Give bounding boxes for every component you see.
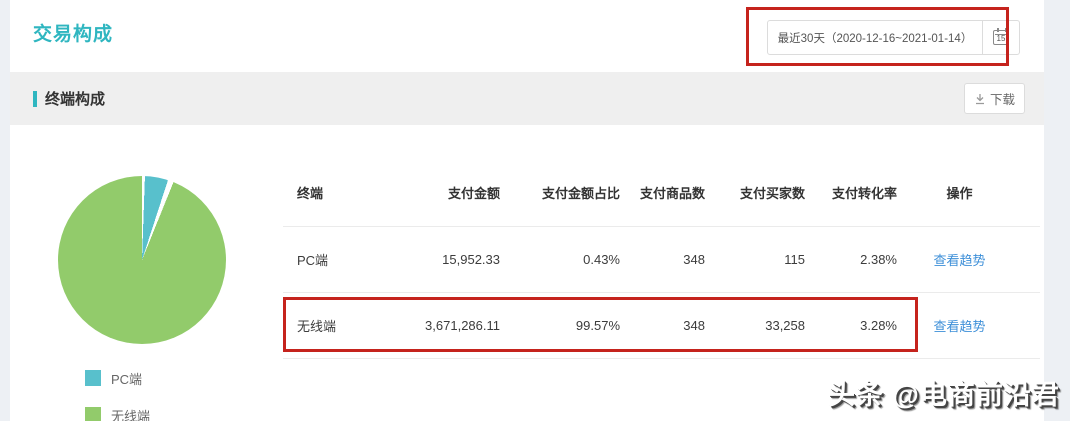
- date-range-picker[interactable]: 最近30天（2020-12-16~2021-01-14） 15: [767, 20, 1020, 55]
- cell-paid-buyers: 33,258: [765, 318, 805, 333]
- chart-legend: PC端 无线端: [85, 370, 150, 421]
- legend-label: PC端: [111, 371, 143, 387]
- cell-conversion-rate: 3.28%: [860, 318, 897, 333]
- column-header-payment-amount: 支付金额: [447, 186, 500, 201]
- cell-paid-items: 348: [683, 318, 705, 333]
- cell-paid-items: 348: [683, 252, 705, 267]
- cell-payment-amount-ratio: 99.57%: [575, 318, 620, 333]
- section-header: 终端构成 下载: [10, 72, 1044, 125]
- cell-payment-amount: 15,952.33: [442, 252, 500, 267]
- table-row-wireless: 无线端 3,671,286.11 99.57% 348 33,258 3.28%…: [283, 293, 1040, 359]
- download-icon: [975, 93, 984, 104]
- legend-swatch: [85, 407, 101, 421]
- cell-payment-amount-ratio: 0.43%: [583, 252, 620, 267]
- calendar-button[interactable]: 15: [982, 21, 1019, 54]
- main-panel: 交易构成 最近30天（2020-12-16~2021-01-14） 15 终端构…: [10, 0, 1044, 421]
- download-button-label: 下载: [989, 93, 1015, 107]
- header-bar: 交易构成 最近30天（2020-12-16~2021-01-14） 15: [10, 0, 1044, 72]
- legend-item-wireless[interactable]: 无线端: [85, 407, 150, 421]
- section-title-marker: [33, 90, 37, 107]
- column-header-conversion-rate: 支付转化率: [831, 186, 897, 201]
- column-header-payment-amount-ratio: 支付金额占比: [541, 186, 620, 201]
- page-title: 交易构成: [33, 24, 114, 45]
- section-title: 终端构成: [45, 91, 106, 108]
- calendar-day-number: 15: [996, 34, 1006, 43]
- legend-item-pc[interactable]: PC端: [85, 370, 150, 387]
- cell-terminal: PC端: [297, 253, 329, 268]
- legend-swatch: [85, 370, 101, 386]
- column-header-actions: 操作: [946, 186, 973, 201]
- watermark: 头条 @电商前沿君: [828, 380, 1060, 410]
- pie-chart: [58, 176, 226, 344]
- column-header-paid-items: 支付商品数: [639, 186, 705, 201]
- view-trend-link[interactable]: 查看趋势: [933, 253, 986, 268]
- column-header-paid-buyers: 支付买家数: [739, 186, 805, 201]
- date-range-label: 最近30天（2020-12-16~2021-01-14）: [777, 32, 973, 45]
- table-row-pc: PC端 15,952.33 0.43% 348 115 2.38% 查看趋势: [283, 227, 1040, 293]
- calendar-icon: 15: [993, 28, 1009, 45]
- cell-paid-buyers: 115: [784, 252, 805, 267]
- cell-terminal: 无线端: [297, 319, 337, 334]
- table-header-row: 终端 支付金额 支付金额占比 支付商品数 支付买家数 支付转化率 操作: [283, 125, 1040, 227]
- cell-payment-amount: 3,671,286.11: [425, 318, 500, 333]
- column-header-terminal: 终端: [297, 186, 324, 201]
- cell-conversion-rate: 2.38%: [860, 252, 897, 267]
- view-trend-link[interactable]: 查看趋势: [933, 319, 986, 334]
- legend-label: 无线端: [111, 408, 151, 421]
- download-button[interactable]: 下载: [963, 83, 1025, 114]
